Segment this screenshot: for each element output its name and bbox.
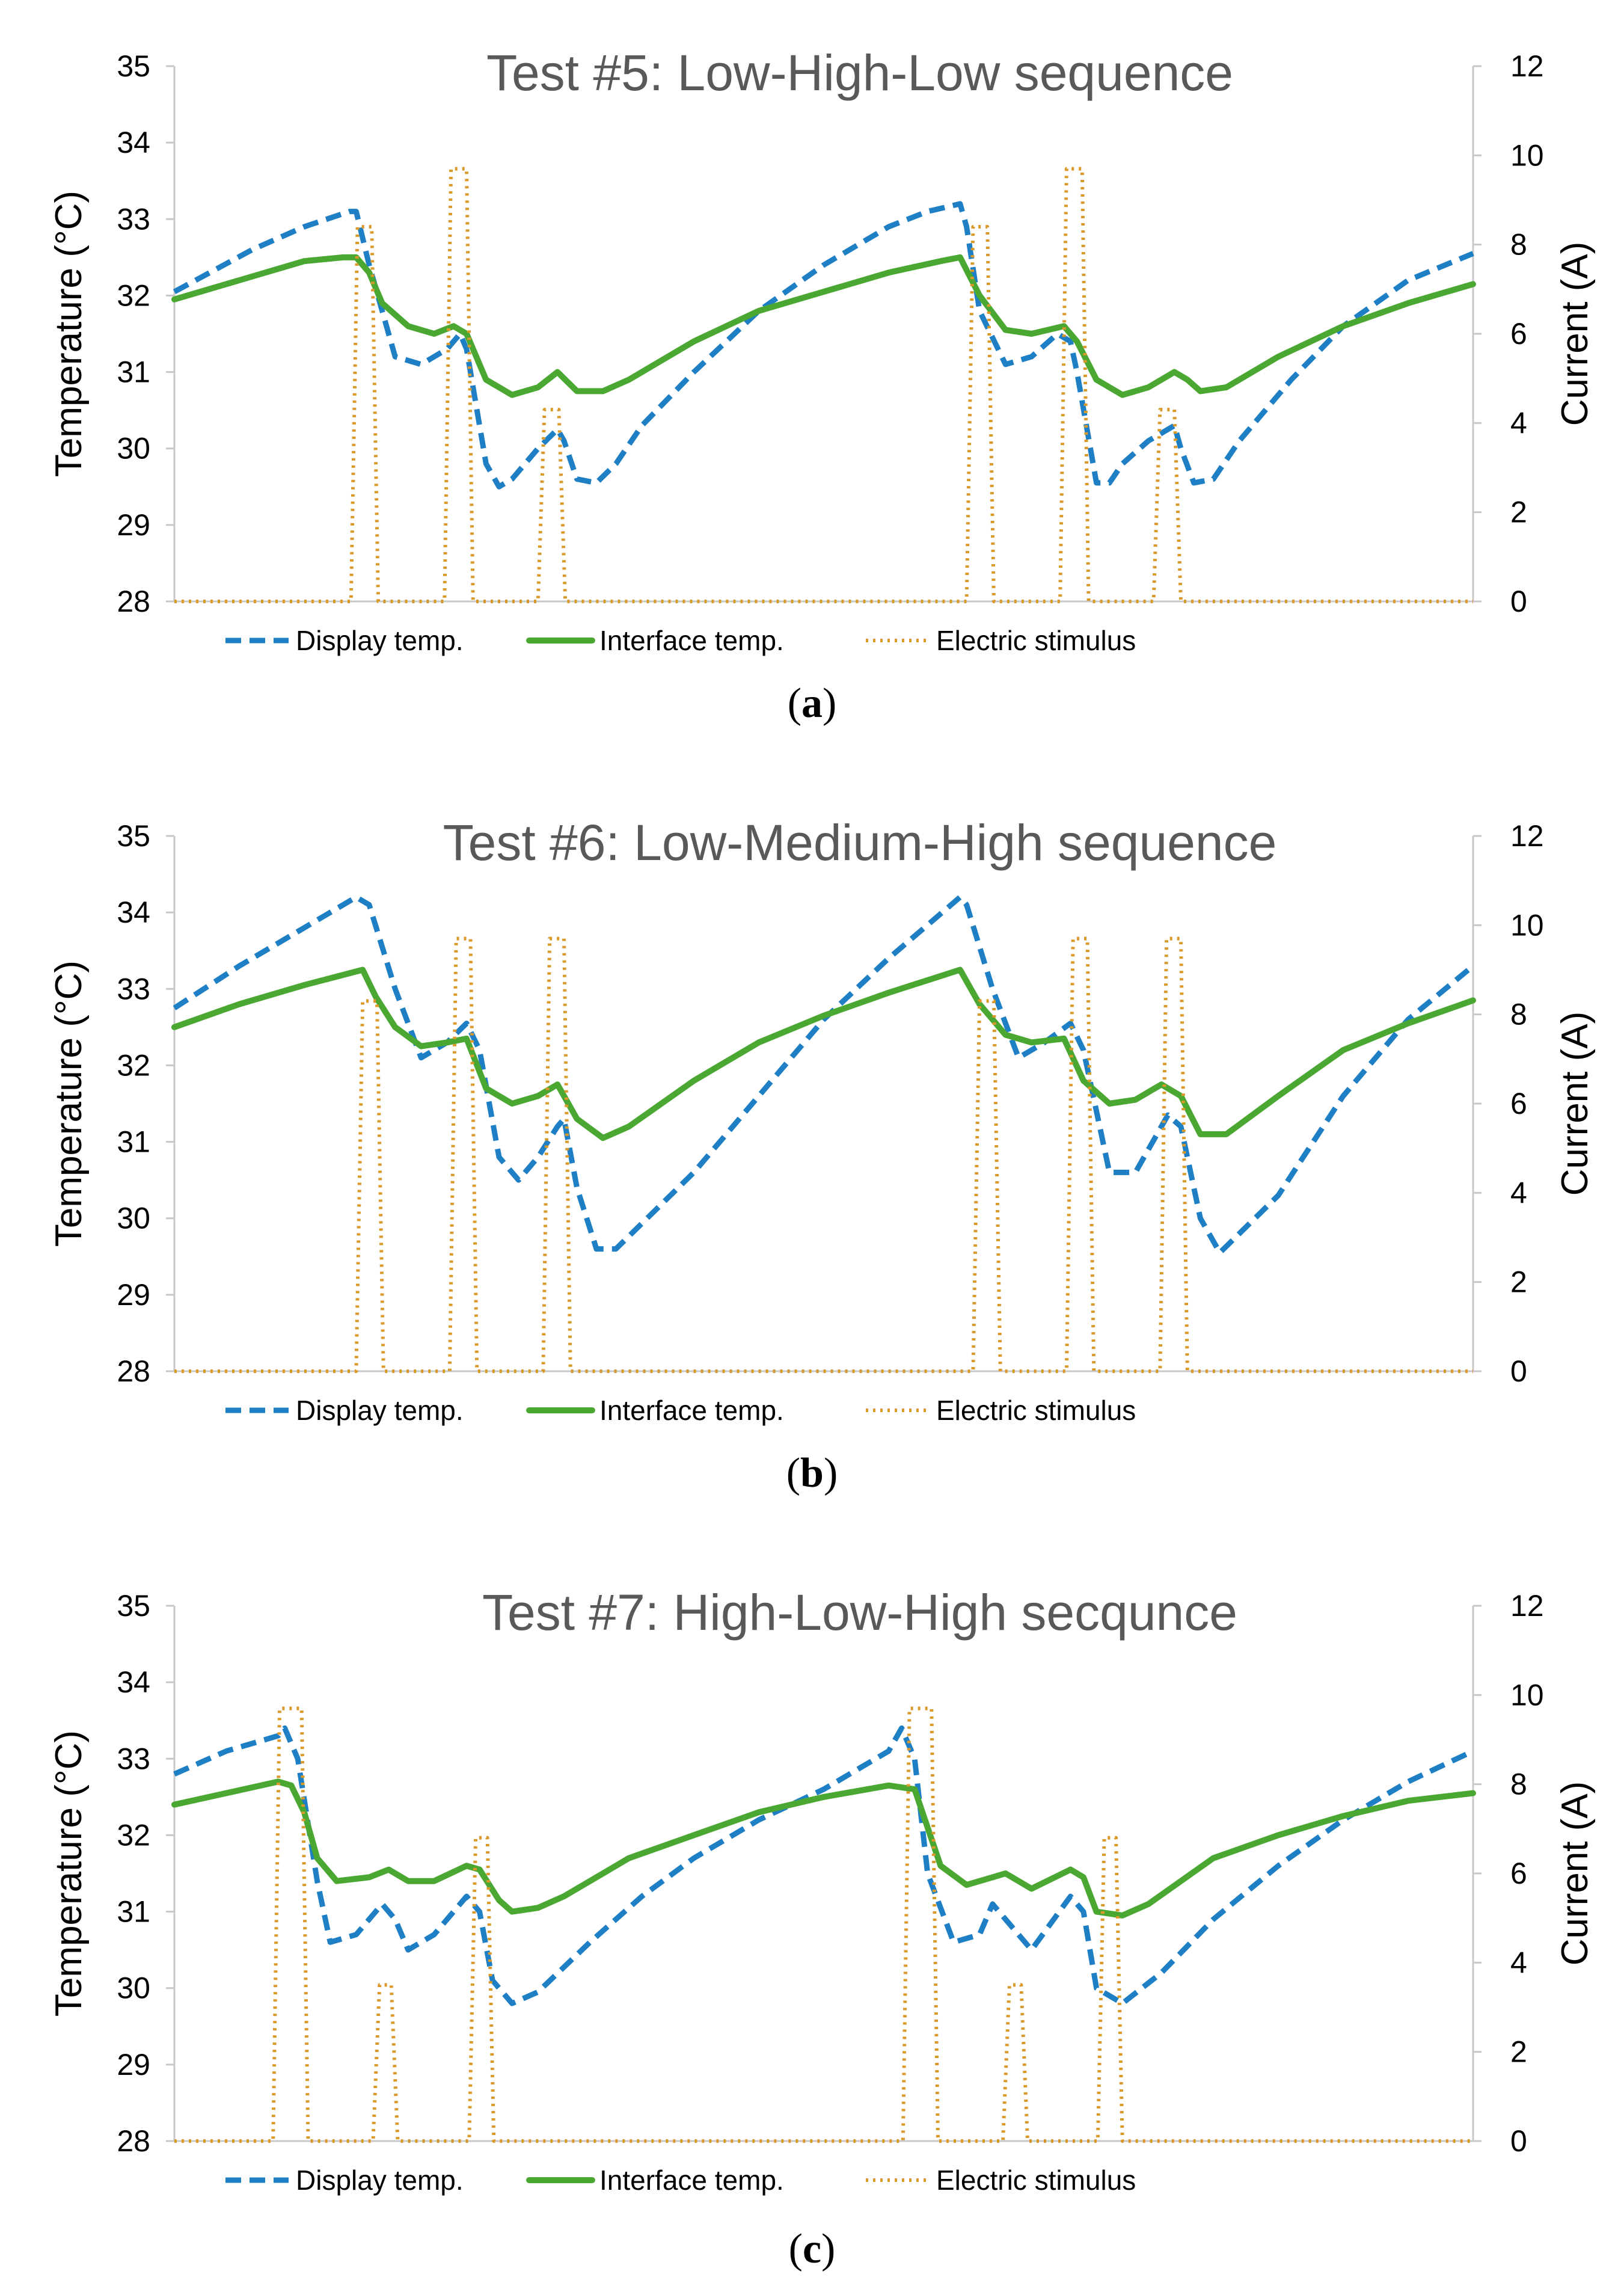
y-tick-label: 34 xyxy=(117,1665,150,1699)
interface-temp-series-line xyxy=(171,254,1476,398)
chart-panel-c: 28 29 30 31 32 33 34 35 0 2 4 6 8 10 12 Temperature (°C… xyxy=(0,1540,1624,2285)
chart-title: Test #6: Low-Medium-High sequence xyxy=(443,814,1277,871)
display-temp-series-line xyxy=(173,894,1475,1256)
y-tick-label: 32 xyxy=(117,1818,150,1852)
y-tick-label: 31 xyxy=(117,355,150,389)
y2-tick-label: 12 xyxy=(1510,819,1544,853)
chart-c: 28 29 30 31 32 33 34 35 0 2 4 6 8 10 12 Temperature (°C… xyxy=(48,1584,1596,2196)
y-tick-label: 29 xyxy=(117,2048,150,2082)
y-tick-label: 34 xyxy=(117,896,150,929)
y2-tick-label: 0 xyxy=(1510,1354,1527,1388)
legend-entry: Electric stimulus xyxy=(936,625,1136,656)
panel-label-a: (a) xyxy=(0,680,1624,728)
y-tick-label: 33 xyxy=(117,1742,150,1775)
y-tick-label: 31 xyxy=(117,1125,150,1159)
electric-stimulus-series-line xyxy=(174,167,1473,603)
legend-entry: Interface temp. xyxy=(599,625,784,656)
chart-panel-b: 28 29 30 31 32 33 34 35 0 2 4 6 8 10 12 Temperature (°C… xyxy=(0,770,1624,1516)
y-tick-label: 35 xyxy=(117,49,150,83)
chart-panel-a: 28 29 30 31 32 33 34 35 0 2 4 6 8 10 12 Temperature (°C… xyxy=(0,0,1624,746)
legend-entry: Interface temp. xyxy=(599,2165,784,2196)
legend-entry: Display temp. xyxy=(296,2165,464,2196)
y2-tick-label: 2 xyxy=(1510,1265,1527,1299)
y-axis-label: Temperature (°C) xyxy=(48,191,90,477)
y2-tick-label: 12 xyxy=(1510,1589,1544,1623)
panel-label-close: ) xyxy=(823,1450,838,1496)
y-tick-label: 29 xyxy=(117,1278,150,1312)
display-temp-series-line xyxy=(173,201,1474,490)
legend-entry: Electric stimulus xyxy=(936,2165,1136,2196)
y2-axis-label: Current (A) xyxy=(1554,1781,1596,1966)
y-tick-label: 34 xyxy=(117,126,150,159)
y2-tick-label: 10 xyxy=(1510,908,1544,942)
interface-temp-series-line xyxy=(171,966,1476,1141)
panel-label-open: ( xyxy=(788,2226,803,2272)
y-tick-label: 28 xyxy=(117,2124,150,2158)
y-tick-label: 30 xyxy=(117,1202,150,1235)
y2-tick-label: 4 xyxy=(1510,406,1527,440)
y2-axis-label: Current (A) xyxy=(1554,242,1596,426)
panel-label-close: ) xyxy=(821,2226,836,2272)
legend-entry: Display temp. xyxy=(296,1395,464,1426)
electric-stimulus-series-line xyxy=(174,936,1473,1373)
electric-stimulus-series-line xyxy=(174,1706,1473,2143)
y2-tick-label: 0 xyxy=(1510,585,1527,618)
y2-tick-label: 8 xyxy=(1510,228,1527,262)
chart-title: Test #5: Low-High-Low sequence xyxy=(486,45,1233,101)
y2-tick-label: 8 xyxy=(1510,998,1527,1031)
chart-a: 28 29 30 31 32 33 34 35 0 2 4 6 8 10 12 Temperature (°C… xyxy=(48,45,1596,656)
y-tick-label: 35 xyxy=(117,1589,150,1623)
y-tick-label: 28 xyxy=(117,1354,150,1388)
legend-entry: Display temp. xyxy=(296,625,464,656)
legend-entry: Interface temp. xyxy=(599,1395,784,1426)
chart-b: 28 29 30 31 32 33 34 35 0 2 4 6 8 10 12 Temperature (°C… xyxy=(48,814,1596,1426)
y2-axis-label: Current (A) xyxy=(1554,1012,1596,1196)
y-axis-label: Temperature (°C) xyxy=(48,1730,90,2017)
y2-tick-label: 6 xyxy=(1510,317,1527,351)
panel-label-c: (c) xyxy=(0,2225,1624,2273)
y-tick-label: 28 xyxy=(117,585,150,618)
y-tick-label: 33 xyxy=(117,202,150,236)
y2-tick-label: 2 xyxy=(1510,496,1527,529)
panel-label-open: ( xyxy=(787,680,801,727)
panel-label-letter: c xyxy=(802,2226,822,2272)
y-axis-label: Temperature (°C) xyxy=(48,960,90,1247)
y-tick-label: 30 xyxy=(117,432,150,465)
y-tick-label: 31 xyxy=(117,1895,150,1929)
legend-entry: Electric stimulus xyxy=(936,1395,1136,1426)
y2-tick-label: 0 xyxy=(1510,2124,1527,2158)
panel-label-letter: a xyxy=(801,680,823,727)
y2-tick-label: 2 xyxy=(1510,2035,1527,2069)
panel-label-close: ) xyxy=(823,680,837,727)
y-tick-label: 35 xyxy=(117,819,150,853)
y-tick-label: 33 xyxy=(117,972,150,1006)
y-tick-label: 32 xyxy=(117,278,150,312)
panel-label-open: ( xyxy=(786,1450,801,1496)
y2-tick-label: 4 xyxy=(1510,1946,1527,1979)
y-tick-label: 30 xyxy=(117,1971,150,2005)
y2-tick-label: 6 xyxy=(1510,1087,1527,1120)
y2-tick-label: 4 xyxy=(1510,1176,1527,1209)
y2-tick-label: 12 xyxy=(1510,49,1544,83)
panel-label-letter: b xyxy=(800,1450,824,1496)
y-tick-label: 32 xyxy=(117,1048,150,1082)
y-tick-label: 29 xyxy=(117,508,150,542)
y2-tick-label: 6 xyxy=(1510,1857,1527,1890)
interface-temp-series-line xyxy=(171,1778,1476,1919)
panel-label-b: (b) xyxy=(0,1449,1624,1498)
display-temp-series-line xyxy=(173,1725,1474,2006)
y2-tick-label: 10 xyxy=(1510,1678,1544,1712)
y2-tick-label: 10 xyxy=(1510,138,1544,172)
chart-title: Test #7: High-Low-High secqunce xyxy=(482,1584,1237,1641)
y2-tick-label: 8 xyxy=(1510,1768,1527,1801)
